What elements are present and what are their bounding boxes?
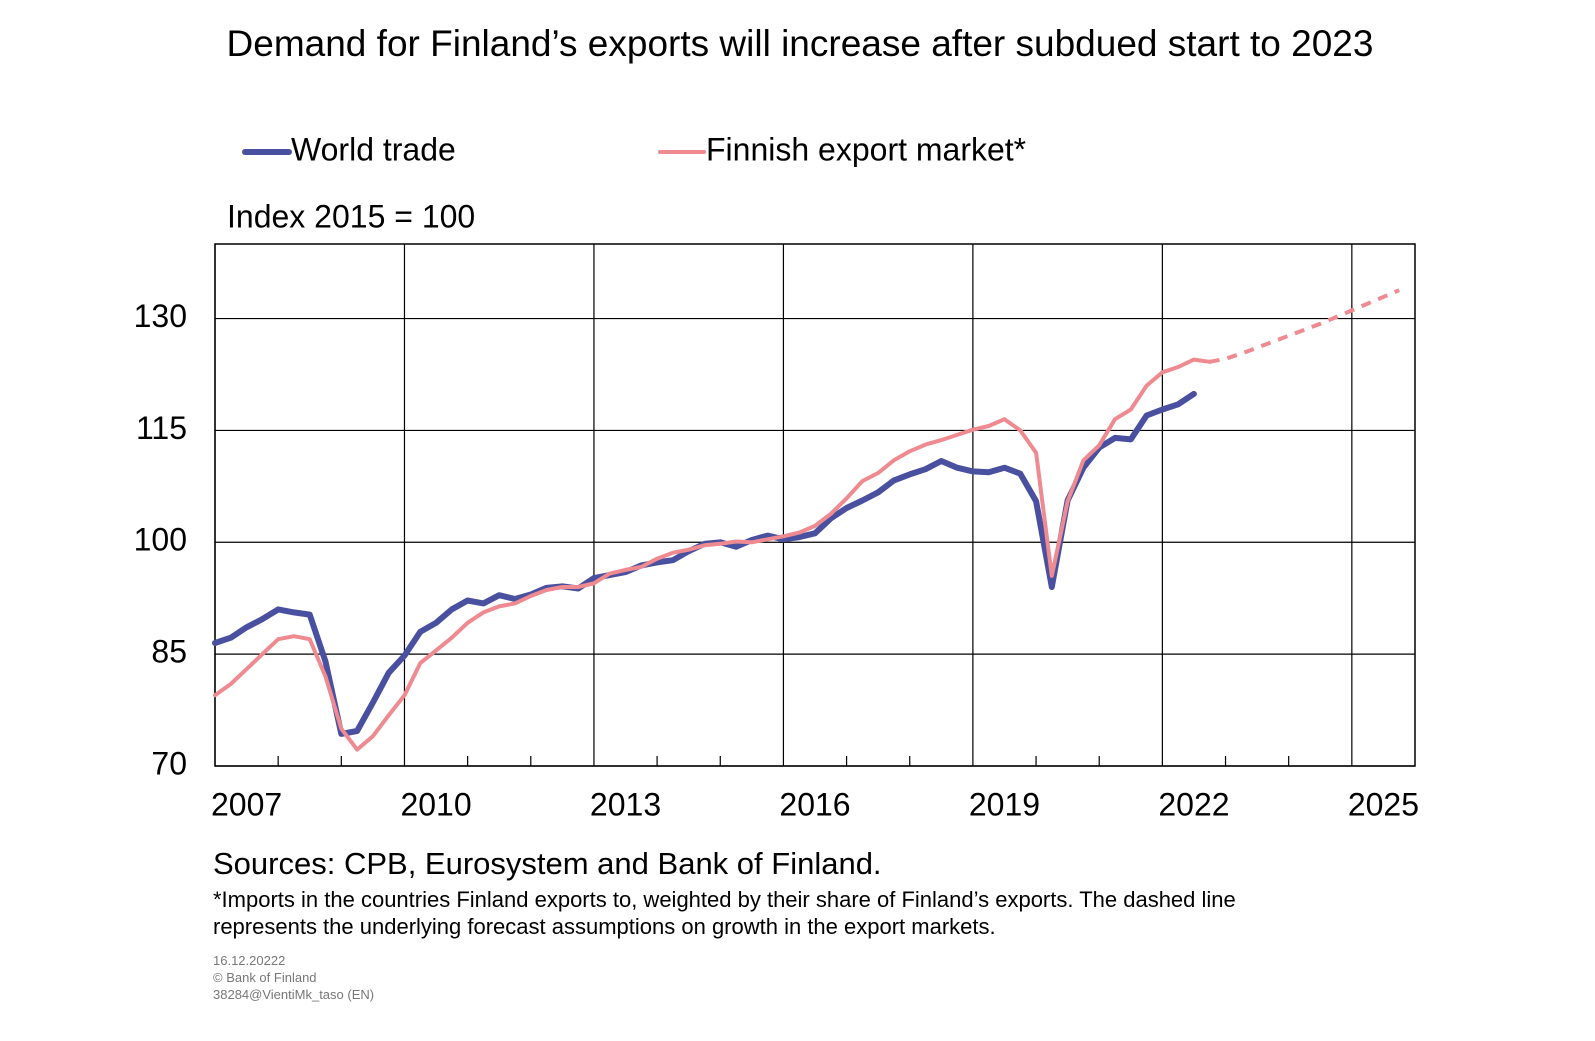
meta-line: 16.12.20222 (213, 953, 286, 968)
x-tick-label: 2016 (779, 786, 850, 822)
legend-label: Finnish export market* (706, 131, 1026, 167)
meta-line: 38284@VientiMk_taso (EN) (213, 987, 375, 1002)
x-tick-label: 2013 (590, 786, 661, 822)
y-tick-label: 130 (134, 298, 187, 334)
meta-line: © Bank of Finland (213, 970, 317, 985)
y-tick-label: 85 (151, 634, 187, 670)
x-tick-label: 2019 (969, 786, 1040, 822)
series-line (213, 357, 1212, 752)
plot-frame (214, 243, 1416, 767)
chart-title: Demand for Finland’s exports will increa… (227, 23, 1374, 64)
meta: 16.12.20222 © Bank of Finland 38284@Vien… (213, 952, 1333, 1003)
x-tick-label: 2022 (1158, 786, 1229, 822)
series-line (1209, 288, 1400, 364)
y-tick-label: 100 (134, 522, 187, 558)
y-axis-label: Index 2015 = 100 (227, 198, 475, 234)
footnote: *Imports in the countries Finland export… (213, 887, 1236, 939)
sources: Sources: CPB, Eurosystem and Bank of Fin… (213, 846, 882, 881)
x-tick-label: 2025 (1348, 786, 1419, 822)
legend-label: World trade (291, 131, 456, 167)
y-tick-label: 70 (151, 745, 187, 781)
x-tick-label: 2007 (211, 786, 282, 822)
y-tick-label: 115 (136, 410, 187, 446)
x-tick-label: 2010 (400, 786, 471, 822)
series-line (212, 390, 1197, 737)
